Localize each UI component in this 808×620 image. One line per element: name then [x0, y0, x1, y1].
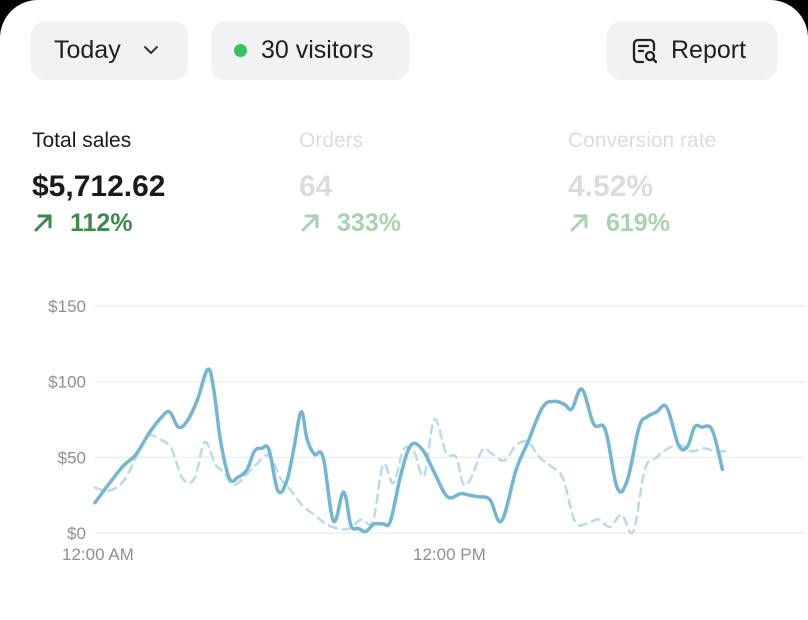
date-filter-label: Today [54, 36, 121, 64]
sales-chart[interactable]: $0 $50 $100 $150 12:00 AM 12:00 PM [0, 290, 808, 589]
x-axis-labels: 12:00 AM 12:00 PM [62, 545, 486, 564]
arrow-up-right-icon [301, 214, 319, 232]
metric-label: Orders [299, 129, 364, 152]
metric-change-value: 619% [606, 209, 670, 237]
comparison-series-line [93, 418, 729, 535]
y-tick-label: $100 [48, 373, 86, 392]
metric-change: 333% [299, 208, 401, 238]
report-button[interactable]: Report [607, 21, 777, 80]
date-filter-button[interactable]: Today [31, 21, 188, 80]
y-axis-labels: $0 $50 $100 $150 [48, 297, 86, 543]
y-tick-label: $0 [67, 524, 86, 543]
metric-value: 64 [299, 170, 333, 203]
metric-label: Conversion rate [568, 129, 717, 152]
x-tick-label: 12:00 PM [413, 545, 486, 564]
metric-change-value: 333% [337, 209, 401, 237]
y-tick-label: $150 [48, 297, 86, 316]
visitors-label: 30 visitors [261, 36, 374, 64]
metric-change: 112% [32, 208, 165, 238]
chevron-down-icon [144, 46, 158, 54]
report-search-icon [632, 38, 658, 63]
metric-change-value: 112% [70, 209, 133, 237]
metric-change: 619% [568, 208, 716, 238]
live-status-dot-icon [234, 44, 247, 57]
x-tick-label: 12:00 AM [62, 545, 134, 564]
metric-value: $5,712.62 [32, 170, 166, 203]
arrow-up-right-icon [34, 214, 52, 232]
metric-orders[interactable]: Orders 64 333% [299, 128, 401, 238]
metric-value: 4.52% [568, 170, 654, 203]
metric-conversion-rate[interactable]: Conversion rate 4.52% 619% [568, 128, 716, 238]
metric-total-sales[interactable]: Total sales $5,712.62 112% [32, 128, 165, 238]
report-label: Report [671, 36, 747, 64]
y-tick-label: $50 [58, 448, 86, 467]
arrow-up-right-icon [570, 214, 588, 232]
sales-series-line [93, 367, 725, 534]
live-visitors-button[interactable]: 30 visitors [211, 21, 409, 80]
chart-series [93, 367, 729, 535]
metric-label: Total sales [32, 129, 132, 152]
